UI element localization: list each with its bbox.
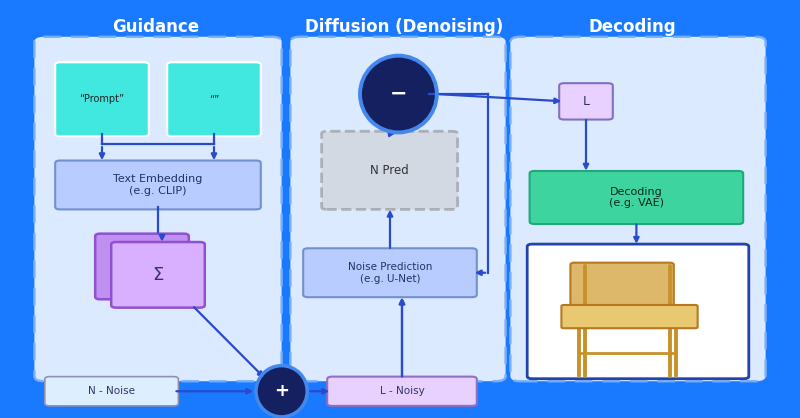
- Text: Decoding: Decoding: [588, 18, 676, 36]
- FancyBboxPatch shape: [530, 171, 743, 224]
- Text: L: L: [582, 95, 590, 108]
- Text: Diffusion (Denoising): Diffusion (Denoising): [305, 18, 503, 36]
- FancyBboxPatch shape: [303, 248, 477, 297]
- FancyBboxPatch shape: [167, 62, 261, 136]
- FancyBboxPatch shape: [34, 37, 282, 381]
- Text: Noise Prediction
(e.g. U-Net): Noise Prediction (e.g. U-Net): [348, 262, 432, 283]
- Text: “Prompt”: “Prompt”: [79, 94, 125, 104]
- Text: Guidance: Guidance: [113, 18, 199, 36]
- Text: Σ: Σ: [152, 266, 164, 284]
- Ellipse shape: [360, 56, 437, 133]
- Text: N Pred: N Pred: [370, 164, 409, 177]
- FancyBboxPatch shape: [562, 305, 698, 328]
- Text: Decoding
(e.g. VAE): Decoding (e.g. VAE): [609, 187, 664, 208]
- FancyBboxPatch shape: [45, 377, 178, 406]
- Text: Text Embedding
(e.g. CLIP): Text Embedding (e.g. CLIP): [114, 174, 202, 196]
- FancyBboxPatch shape: [95, 234, 189, 299]
- Text: L - Noisy: L - Noisy: [380, 386, 424, 396]
- Text: N - Noise: N - Noise: [88, 386, 135, 396]
- FancyBboxPatch shape: [290, 37, 506, 381]
- FancyBboxPatch shape: [327, 377, 477, 406]
- FancyBboxPatch shape: [570, 263, 674, 311]
- Ellipse shape: [256, 366, 307, 417]
- FancyBboxPatch shape: [510, 37, 766, 381]
- FancyBboxPatch shape: [322, 131, 458, 209]
- FancyBboxPatch shape: [55, 62, 149, 136]
- Text: −: −: [390, 84, 407, 104]
- Text: “”: “”: [209, 94, 219, 104]
- FancyBboxPatch shape: [527, 244, 749, 379]
- FancyBboxPatch shape: [559, 83, 613, 120]
- Text: +: +: [274, 382, 289, 400]
- FancyBboxPatch shape: [55, 161, 261, 209]
- FancyBboxPatch shape: [111, 242, 205, 308]
